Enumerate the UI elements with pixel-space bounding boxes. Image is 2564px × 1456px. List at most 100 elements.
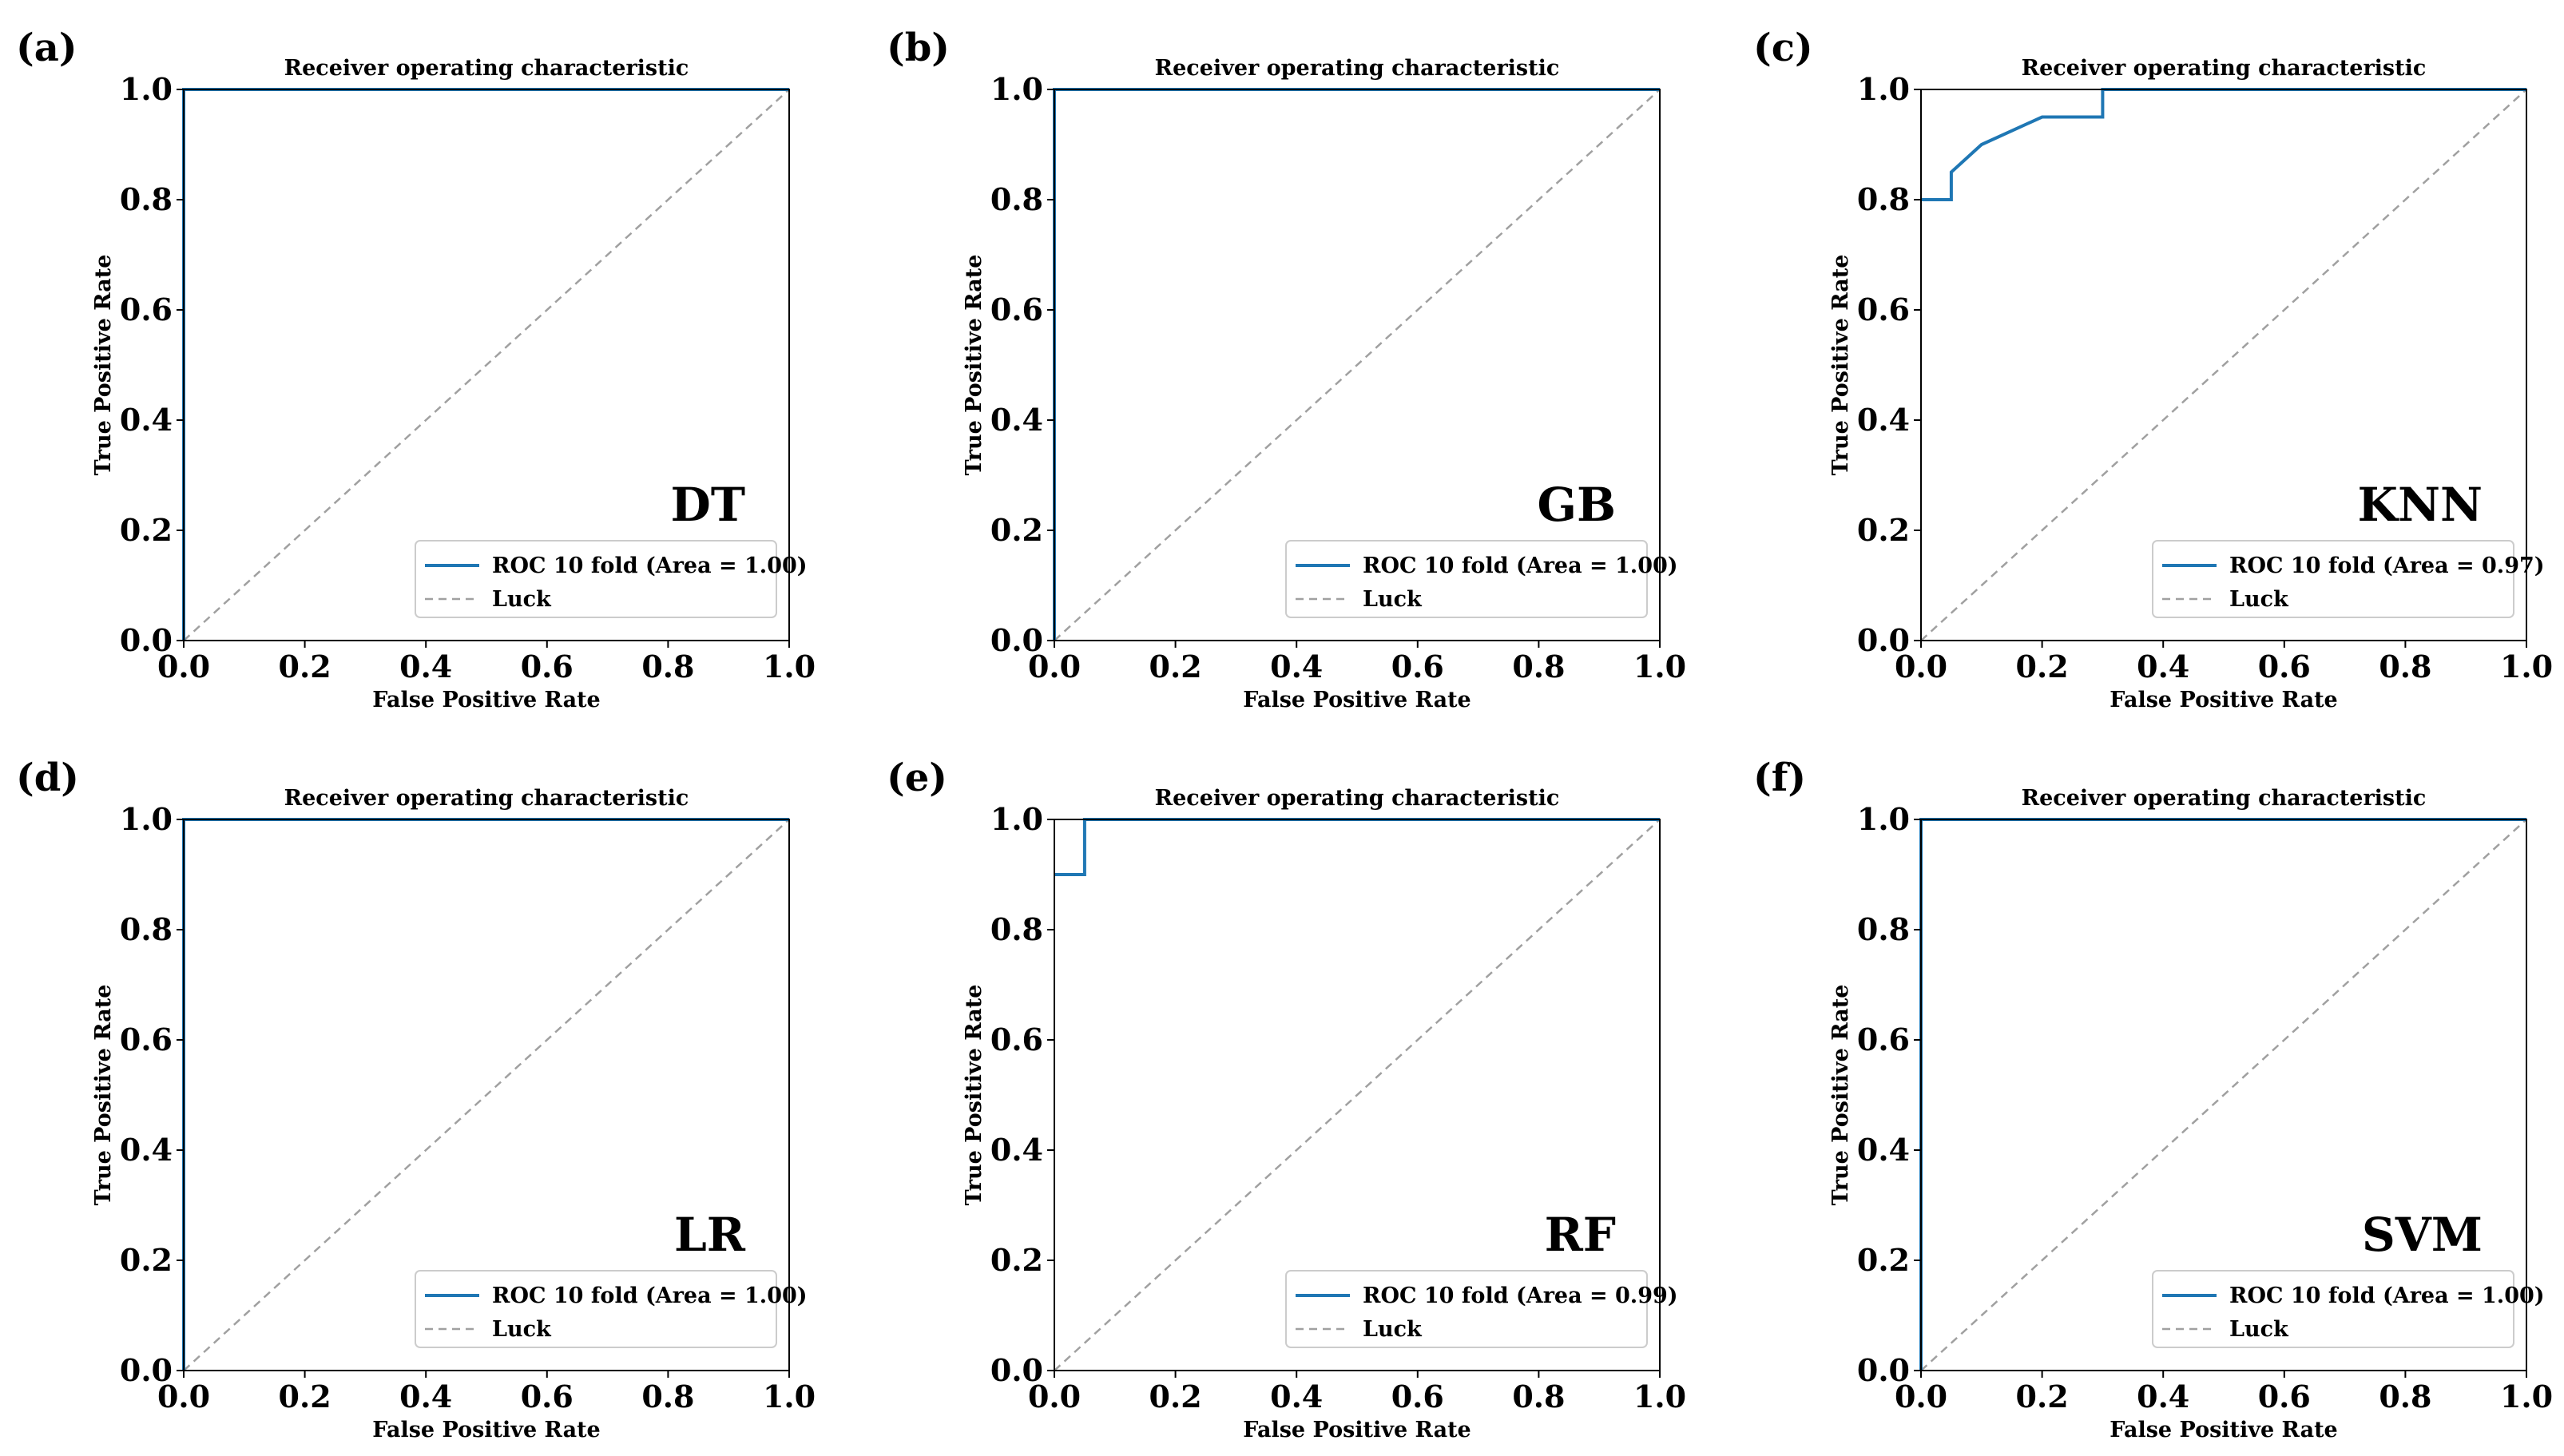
legend-box	[415, 540, 777, 618]
legend-roc-label: ROC 10 fold (Area = 1.00)	[492, 1283, 808, 1308]
model-tag: KNN	[2358, 478, 2483, 532]
x-tick-label: 0.0	[157, 649, 210, 684]
roc-curve	[1921, 88, 2526, 201]
x-tick-label: 1.0	[2500, 1379, 2553, 1414]
x-tick-label: 0.0	[1895, 649, 1947, 684]
y-tick-label: 0.8	[120, 181, 173, 217]
chart-title: Receiver operating characteristic	[2022, 56, 2427, 81]
plot-frame	[1920, 819, 2527, 1371]
x-tick-label: 1.0	[1633, 649, 1686, 684]
legend-roc-label: ROC 10 fold (Area = 1.00)	[1363, 553, 1678, 578]
legend-box	[1285, 1270, 1648, 1348]
y-tick-label: 1.0	[1857, 71, 1910, 107]
y-tick-label: 0.0	[120, 1352, 173, 1388]
legend-roc-label: ROC 10 fold (Area = 1.00)	[492, 553, 808, 578]
y-tick-label: 0.2	[120, 1242, 173, 1278]
luck-line	[183, 819, 790, 1371]
legend: ROC 10 fold (Area = 0.99) Luck	[1285, 1270, 1678, 1348]
roc-curve	[1054, 818, 1660, 876]
y-axis-label: True Positive Rate	[91, 985, 116, 1206]
legend-luck-label: Luck	[492, 587, 552, 612]
x-tick-label: 0.8	[641, 649, 694, 684]
plot-frame	[1054, 819, 1661, 1371]
x-tick-label: 0.2	[1149, 649, 1202, 684]
x-tick-label: 0.8	[1512, 649, 1565, 684]
legend-luck-label: Luck	[492, 1317, 552, 1342]
x-tick-label: 0.8	[2379, 649, 2431, 684]
legend: ROC 10 fold (Area = 1.00) Luck	[1285, 540, 1678, 618]
y-tick-label: 0.6	[1857, 292, 1910, 327]
panel-label: (c)	[1753, 26, 1813, 70]
y-tick-label: 0.0	[990, 1352, 1043, 1388]
x-tick-label: 0.0	[1895, 1379, 1947, 1414]
roc-panel-knn: (c) Receiver operating characteristic 0.0 0…	[1753, 26, 2553, 712]
x-tick-label: 0.0	[157, 1379, 210, 1414]
y-tick-label: 0.6	[990, 292, 1043, 327]
x-tick-label: 0.6	[1391, 649, 1444, 684]
plot-frame	[183, 89, 790, 641]
model-tag: SVM	[2362, 1208, 2483, 1262]
plot-frame	[1920, 89, 2527, 641]
y-axis-label: True Positive Rate	[1828, 985, 1853, 1206]
y-tick-label: 0.0	[1857, 1352, 1910, 1388]
legend-box	[415, 1270, 777, 1348]
luck-line	[1054, 89, 1661, 641]
y-tick-label: 0.2	[990, 1242, 1043, 1278]
x-axis-label: False Positive Rate	[1243, 688, 1471, 712]
x-tick-label: 0.4	[2137, 649, 2189, 684]
legend-luck-label: Luck	[2229, 1317, 2289, 1342]
luck-line	[183, 89, 790, 641]
x-tick-label: 0.4	[399, 1379, 452, 1414]
x-tick-label: 0.6	[1391, 1379, 1444, 1414]
y-tick-label: 1.0	[120, 71, 173, 107]
chart-title: Receiver operating characteristic	[284, 786, 689, 811]
model-tag: GB	[1537, 478, 1616, 532]
legend-luck-label: Luck	[1363, 1317, 1423, 1342]
y-axis-label: True Positive Rate	[962, 985, 986, 1206]
x-tick-label: 0.4	[2137, 1379, 2189, 1414]
luck-line	[1054, 819, 1661, 1371]
legend-roc-label: ROC 10 fold (Area = 0.97)	[2229, 553, 2545, 578]
x-axis-label: False Positive Rate	[1243, 1418, 1471, 1442]
x-axis-label: False Positive Rate	[372, 688, 600, 712]
x-tick-label: 0.6	[521, 649, 574, 684]
y-tick-label: 0.4	[120, 402, 173, 438]
x-tick-label: 0.8	[2379, 1379, 2431, 1414]
y-tick-label: 0.4	[990, 402, 1043, 438]
x-tick-label: 0.6	[2258, 1379, 2311, 1414]
plot-frame	[1054, 89, 1661, 641]
x-tick-label: 0.6	[2258, 649, 2311, 684]
x-tick-label: 0.8	[641, 1379, 694, 1414]
y-tick-label: 0.4	[1857, 1132, 1910, 1168]
y-tick-label: 0.2	[1857, 1242, 1910, 1278]
panel-label: (a)	[16, 26, 77, 70]
model-tag: LR	[674, 1208, 746, 1262]
x-tick-label: 0.2	[2016, 649, 2069, 684]
panel-label: (d)	[16, 756, 79, 800]
legend-roc-label: ROC 10 fold (Area = 1.00)	[2229, 1283, 2545, 1308]
x-axis-label: False Positive Rate	[2110, 688, 2337, 712]
x-tick-label: 1.0	[1633, 1379, 1686, 1414]
legend-box	[1285, 540, 1648, 618]
legend-luck-label: Luck	[1363, 587, 1423, 612]
x-tick-label: 0.4	[399, 649, 452, 684]
legend: ROC 10 fold (Area = 0.97) Luck	[2152, 540, 2545, 618]
y-tick-label: 0.2	[120, 512, 173, 548]
y-axis-label: True Positive Rate	[962, 255, 986, 476]
y-tick-label: 0.6	[1857, 1022, 1910, 1057]
x-tick-label: 0.8	[1512, 1379, 1565, 1414]
y-axis-label: True Positive Rate	[91, 255, 116, 476]
y-tick-label: 0.4	[990, 1132, 1043, 1168]
x-tick-label: 0.2	[1149, 1379, 1202, 1414]
chart-title: Receiver operating characteristic	[284, 56, 689, 81]
x-tick-label: 1.0	[763, 649, 816, 684]
y-tick-label: 0.6	[120, 292, 173, 327]
chart-title: Receiver operating characteristic	[1155, 786, 1560, 811]
legend-box	[2152, 540, 2514, 618]
x-tick-label: 0.2	[2016, 1379, 2069, 1414]
y-tick-label: 0.0	[120, 622, 173, 658]
legend-roc-label: ROC 10 fold (Area = 0.99)	[1363, 1283, 1678, 1308]
